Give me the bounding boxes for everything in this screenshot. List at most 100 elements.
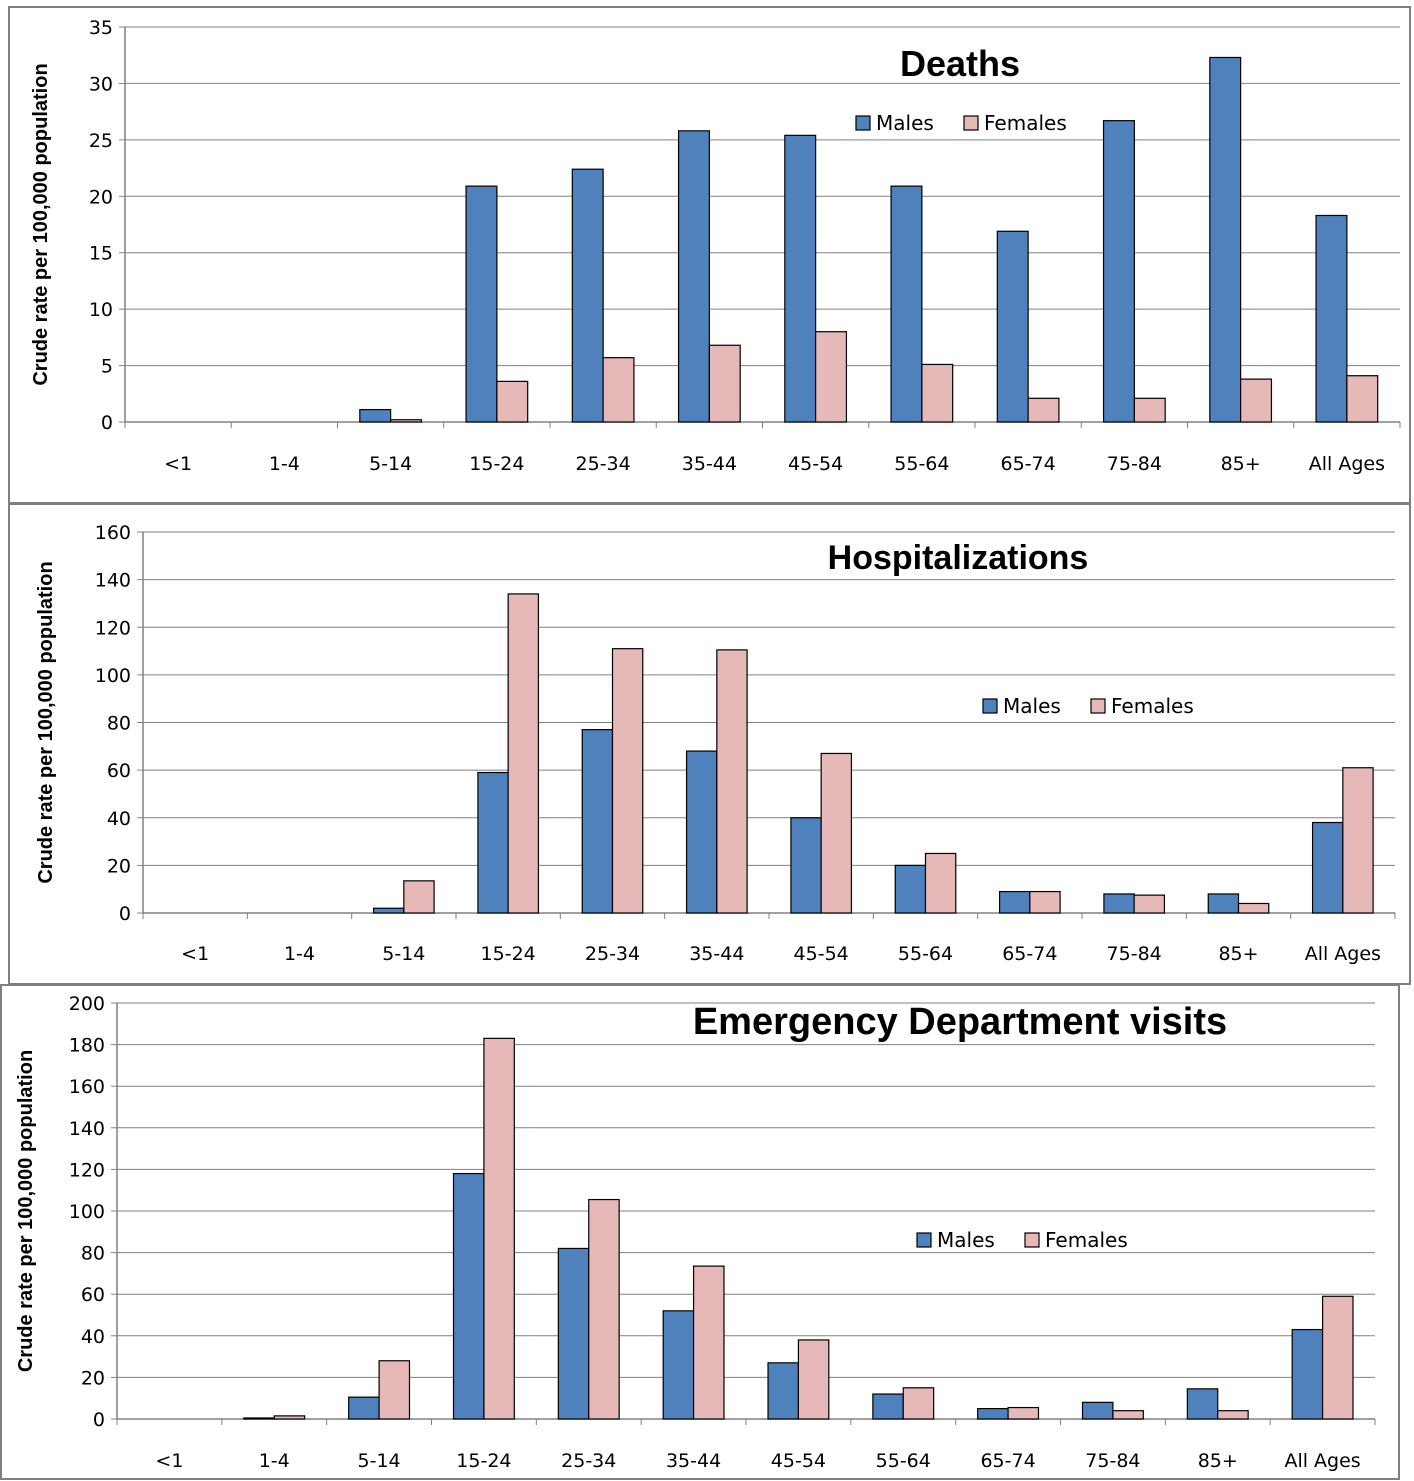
y-tick-label: 20 xyxy=(107,855,131,877)
legend-males-label: Males xyxy=(937,1228,995,1252)
females-bar xyxy=(496,380,529,423)
females-bar xyxy=(1133,397,1166,423)
legend-males-swatch xyxy=(916,1232,932,1248)
y-tick-label: 140 xyxy=(95,570,131,592)
legend-females-label: Females xyxy=(1111,694,1194,718)
females-bar xyxy=(708,344,741,423)
females-bar xyxy=(390,419,423,423)
y-tick-label: 30 xyxy=(89,73,113,95)
males-bar xyxy=(477,771,509,914)
females-bar xyxy=(1342,767,1374,914)
y-tick-label: 40 xyxy=(81,1326,105,1348)
x-tick-label: 25-34 xyxy=(561,1450,616,1472)
deaths-chart-panel: 0 5 10 15 20 25 30 35 <1 1-4 5-14 15-24 25-34 35-44 45… xyxy=(8,6,1411,504)
y-tick-label: 10 xyxy=(89,299,113,321)
y-tick-label: 100 xyxy=(95,665,131,687)
x-tick-label: 15-24 xyxy=(481,943,536,965)
y-tick-label: 15 xyxy=(89,243,113,265)
x-tick-label: 75-84 xyxy=(1107,943,1162,965)
x-tick-label: 75-84 xyxy=(1107,453,1162,475)
x-tick-label: 15-24 xyxy=(469,453,524,475)
legend-males-label: Males xyxy=(876,111,934,135)
y-tick-label: 160 xyxy=(95,522,131,544)
males-bar xyxy=(1311,821,1344,914)
males-bar xyxy=(685,750,718,914)
males-bar xyxy=(348,1396,380,1420)
males-bar xyxy=(977,1408,1009,1420)
x-tick-label: 65-74 xyxy=(980,1450,1035,1472)
hospitalizations-chart: 0 20 40 60 80 100 120 140 160 <1 1-4 5-14 15-24 25-34… xyxy=(35,522,1396,965)
deaths-chart: 0 5 10 15 20 25 30 35 <1 1-4 5-14 15-24 25-34 35-44 45… xyxy=(30,17,1401,475)
females-bar xyxy=(1321,1295,1354,1420)
females-bar xyxy=(797,1339,830,1420)
x-tick-label: 55-64 xyxy=(894,453,949,475)
males-bar xyxy=(1102,120,1135,423)
females-bar xyxy=(716,649,748,914)
males-bar xyxy=(767,1362,800,1420)
females-bar xyxy=(1029,890,1061,914)
x-tick-label: 35-44 xyxy=(689,943,744,965)
x-tick-label: 35-44 xyxy=(682,453,737,475)
x-tick-label: 25-34 xyxy=(576,453,631,475)
x-tick-label: 1-4 xyxy=(259,1450,290,1472)
legend-females-swatch xyxy=(1024,1232,1040,1248)
y-tick-label: 5 xyxy=(101,356,113,378)
males-bar xyxy=(359,408,392,423)
females-bar xyxy=(815,331,848,423)
x-tick-label: 65-74 xyxy=(1002,943,1057,965)
y-tick-label: 25 xyxy=(89,130,113,152)
males-bar xyxy=(996,230,1029,423)
x-tick-label: All Ages xyxy=(1284,1450,1360,1472)
y-tick-label: 200 xyxy=(69,993,105,1015)
males-bar xyxy=(1103,893,1135,914)
males-bar xyxy=(465,185,498,423)
males-bar xyxy=(790,817,822,914)
y-tick-label: 180 xyxy=(69,1035,105,1057)
x-tick-label: <1 xyxy=(181,943,209,965)
males-bar xyxy=(662,1310,695,1420)
x-tick-label: 1-4 xyxy=(284,943,315,965)
x-tick-label: 85+ xyxy=(1218,943,1258,965)
males-bar xyxy=(1081,1401,1114,1420)
chart-title: Emergency Department visits xyxy=(693,1001,1227,1043)
y-tick-label: 160 xyxy=(69,1076,105,1098)
females-bar xyxy=(1346,375,1379,423)
females-bar xyxy=(1240,378,1273,423)
x-tick-label: All Ages xyxy=(1309,453,1385,475)
y-tick-label: 0 xyxy=(93,1409,105,1431)
females-bar xyxy=(1007,1406,1040,1420)
females-bar xyxy=(378,1360,411,1420)
x-tick-label: <1 xyxy=(164,453,192,475)
chart-title: Deaths xyxy=(900,43,1020,84)
x-tick-label: 35-44 xyxy=(666,1450,721,1472)
x-tick-label: 75-84 xyxy=(1085,1450,1140,1472)
females-bar xyxy=(902,1387,935,1420)
y-tick-label: 0 xyxy=(101,412,113,434)
females-bar xyxy=(273,1415,306,1420)
legend-males-swatch xyxy=(855,115,871,131)
females-bar xyxy=(1217,1410,1249,1420)
legend-females-label: Females xyxy=(1045,1228,1128,1252)
y-tick-label: 60 xyxy=(81,1284,105,1306)
females-bar xyxy=(1112,1410,1144,1420)
x-tick-label: 85+ xyxy=(1221,453,1261,475)
x-tick-label: 55-64 xyxy=(876,1450,931,1472)
y-tick-label: 120 xyxy=(95,617,131,639)
males-bar xyxy=(581,729,614,914)
y-tick-label: 40 xyxy=(107,808,131,830)
males-bar xyxy=(452,1172,485,1420)
x-tick-label: 65-74 xyxy=(1001,453,1056,475)
hospitalizations-chart-panel: 0 20 40 60 80 100 120 140 160 <1 1-4 5-14 15-24 25-34… xyxy=(8,503,1411,985)
males-bar xyxy=(1315,214,1348,423)
females-bar xyxy=(403,880,435,914)
females-bar xyxy=(692,1265,725,1420)
males-bar xyxy=(1209,56,1242,423)
x-tick-label: 5-14 xyxy=(382,943,425,965)
males-bar xyxy=(372,907,405,914)
x-tick-label: 55-64 xyxy=(898,943,953,965)
males-bar xyxy=(557,1247,590,1420)
females-bar xyxy=(820,752,853,914)
males-bar xyxy=(1207,893,1240,914)
females-bar xyxy=(921,363,954,423)
legend-females-label: Females xyxy=(984,111,1067,135)
